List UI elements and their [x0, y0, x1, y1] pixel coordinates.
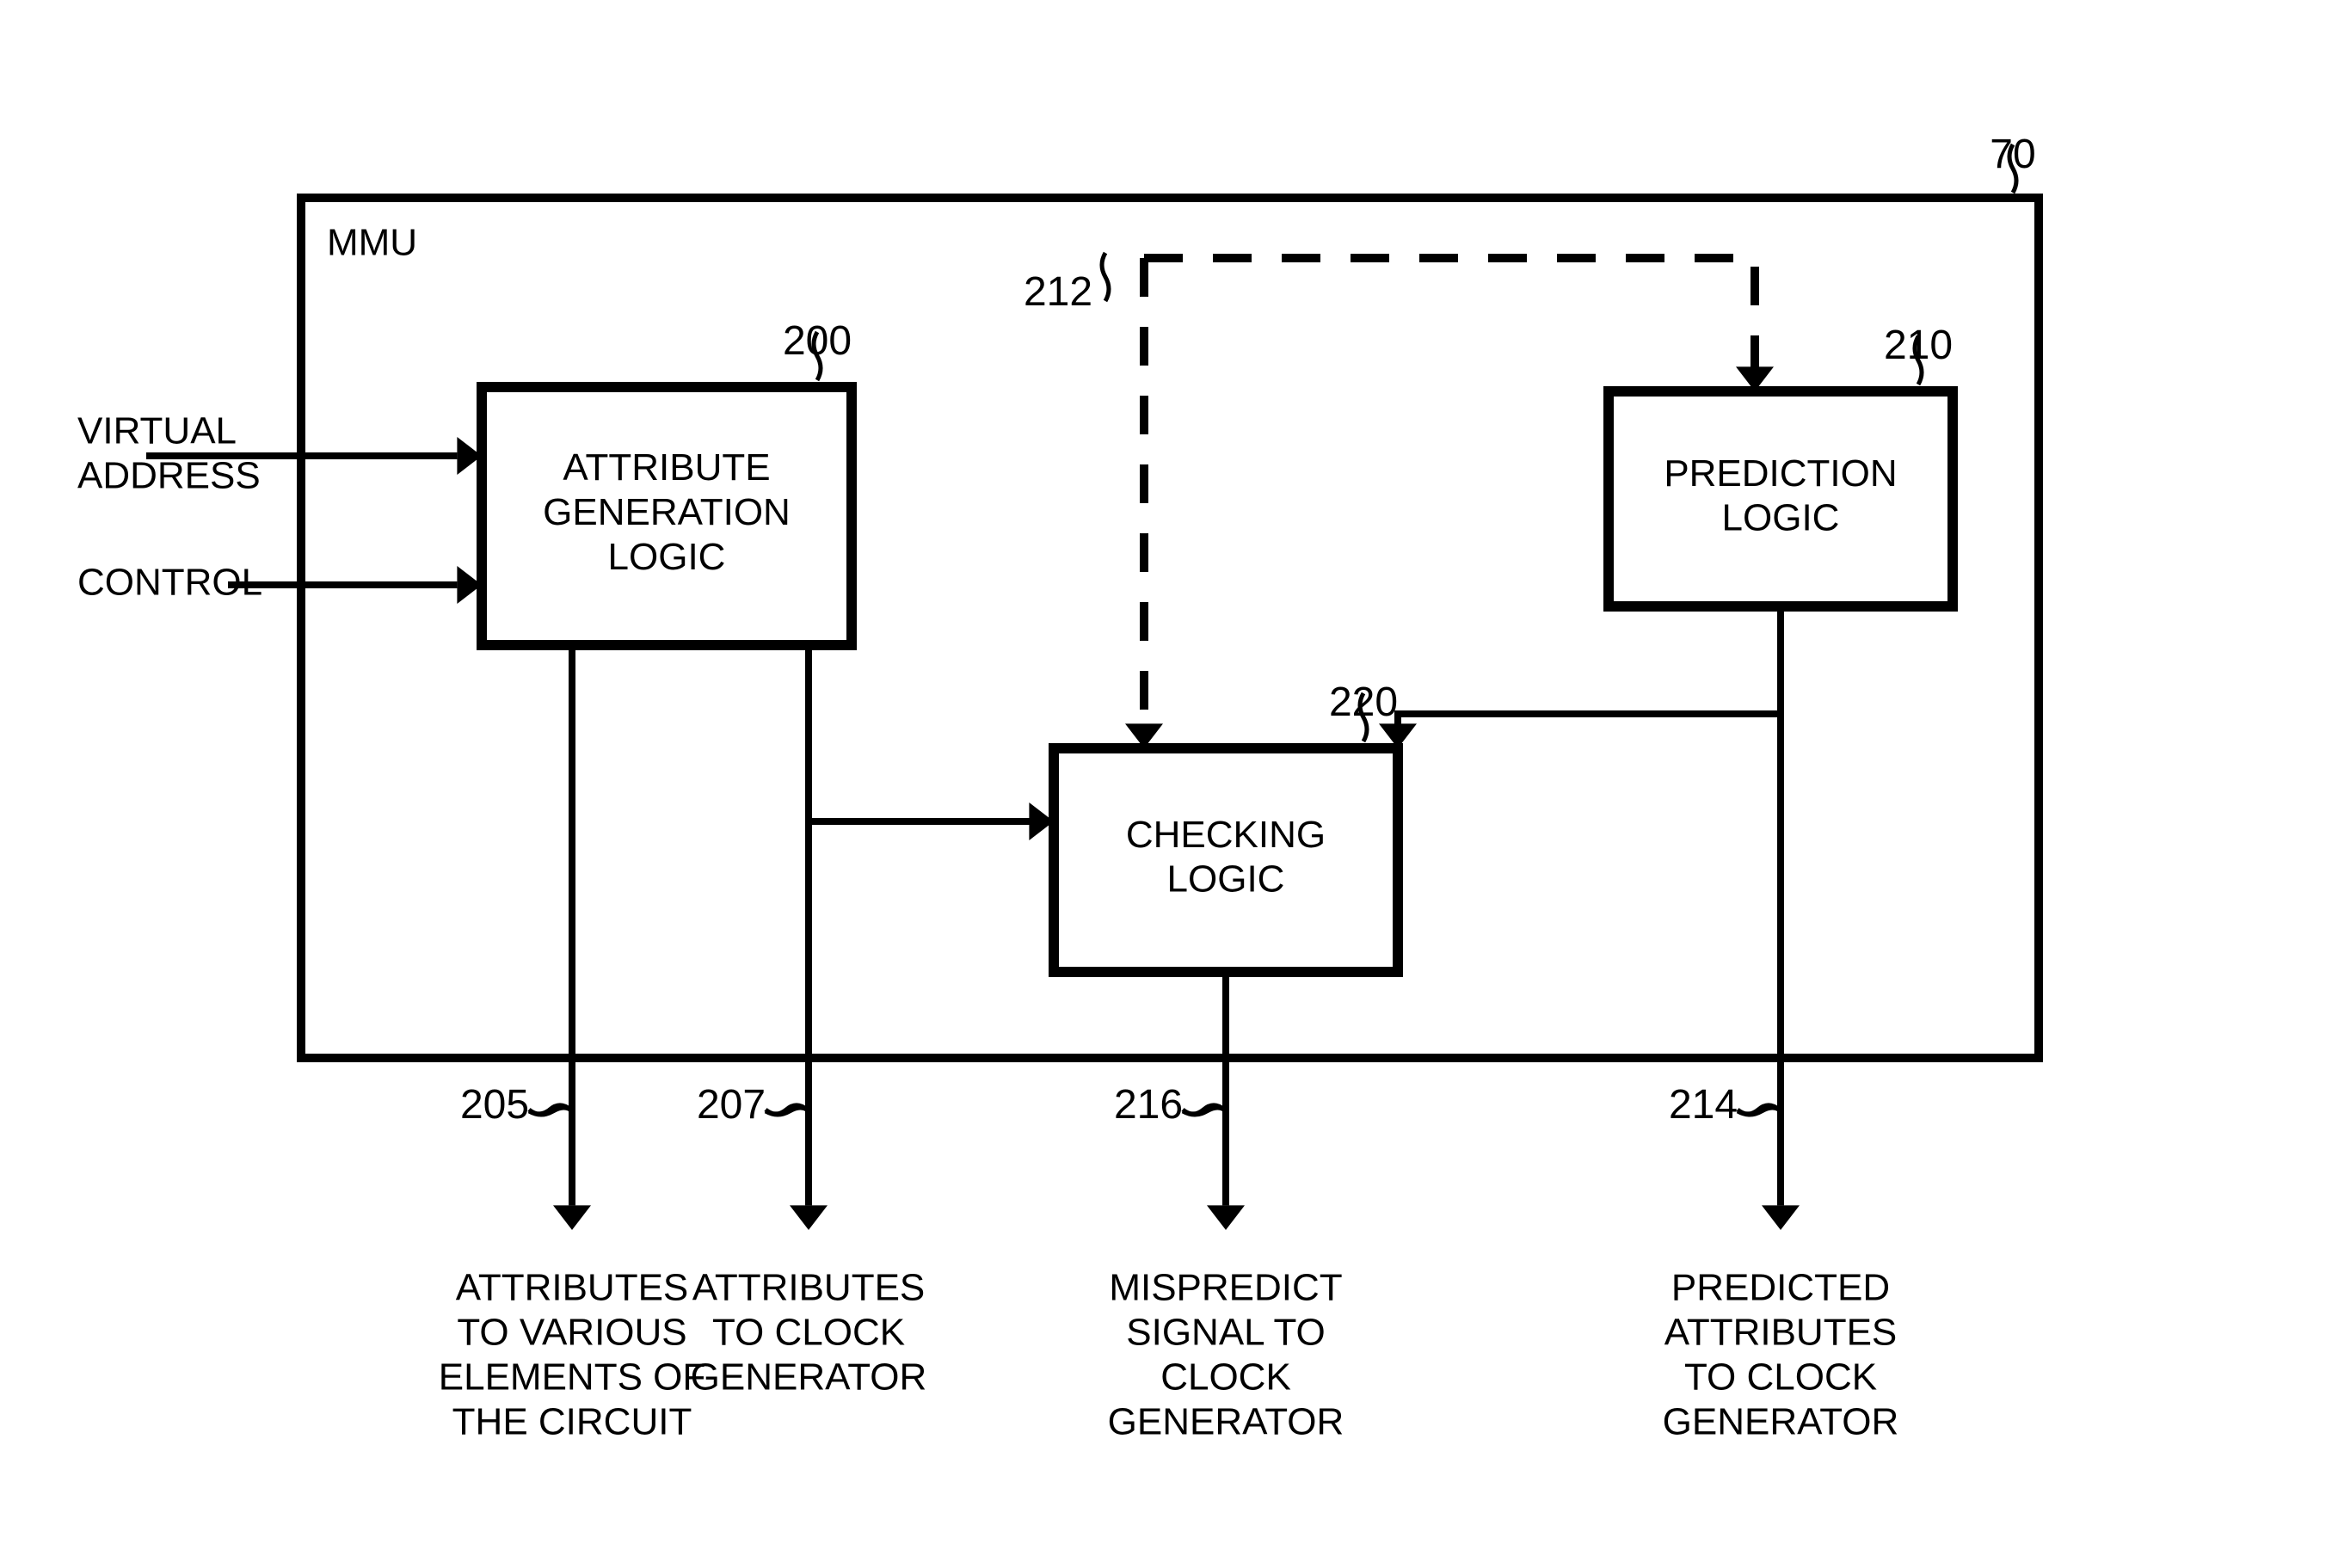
dashed-212-main: [1144, 258, 1755, 391]
svg-text:LOGIC: LOGIC: [1167, 858, 1285, 901]
svg-text:TO CLOCK: TO CLOCK: [712, 1312, 905, 1354]
svg-text:LOGIC: LOGIC: [608, 536, 726, 578]
svg-text:TO VARIOUS: TO VARIOUS: [457, 1312, 686, 1354]
svg-text:ATTRIBUTES: ATTRIBUTES: [456, 1267, 689, 1309]
svg-text:GENERATOR: GENERATOR: [1663, 1400, 1899, 1442]
checking-logic-label: CHECKINGLOGIC: [1126, 814, 1326, 901]
ref-207: 207: [697, 1082, 766, 1128]
ref-216: 216: [1114, 1082, 1183, 1128]
output-216-label: MISPREDICTSIGNAL TOCLOCKGENERATOR: [1108, 1267, 1344, 1443]
attribute-generation-logic-label: ATTRIBUTEGENERATIONLOGIC: [543, 446, 791, 578]
svg-text:GENERATOR: GENERATOR: [691, 1356, 927, 1398]
svg-text:ADDRESS: ADDRESS: [77, 455, 261, 497]
attr-to-checking-line: [809, 645, 1054, 821]
svg-text:MISPREDICT: MISPREDICT: [1109, 1267, 1342, 1309]
prediction-logic-label: PREDICTIONLOGIC: [1664, 452, 1897, 539]
output-214-label: PREDICTEDATTRIBUTESTO CLOCKGENERATOR: [1663, 1267, 1899, 1443]
svg-text:SIGNAL TO: SIGNAL TO: [1126, 1312, 1326, 1354]
svg-text:PREDICTION: PREDICTION: [1664, 452, 1897, 495]
ref-214: 214: [1669, 1082, 1738, 1128]
svg-text:ATTRIBUTES: ATTRIBUTES: [1664, 1312, 1898, 1354]
svg-text:LOGIC: LOGIC: [1722, 497, 1840, 539]
svg-text:ELEMENTS OF: ELEMENTS OF: [439, 1356, 706, 1398]
ref-212: 212: [1024, 269, 1092, 315]
ref-205: 205: [460, 1082, 529, 1128]
svg-text:CHECKING: CHECKING: [1126, 814, 1326, 856]
svg-text:TO CLOCK: TO CLOCK: [1684, 1356, 1877, 1398]
svg-text:ATTRIBUTE: ATTRIBUTE: [563, 446, 770, 489]
pred-to-checking-line: [1398, 606, 1781, 748]
svg-text:PREDICTED: PREDICTED: [1671, 1267, 1890, 1309]
svg-text:GENERATOR: GENERATOR: [1108, 1400, 1344, 1442]
svg-text:CONTROL: CONTROL: [77, 562, 262, 604]
control-input-label: CONTROL: [77, 562, 262, 604]
mmu-diagram: MMU70ATTRIBUTEGENERATIONLOGIC200PREDICTI…: [0, 0, 2332, 1568]
svg-text:GENERATION: GENERATION: [543, 491, 791, 533]
svg-text:ATTRIBUTES: ATTRIBUTES: [692, 1267, 926, 1309]
mmu-label: MMU: [327, 222, 417, 264]
output-207-label: ATTRIBUTESTO CLOCKGENERATOR: [691, 1267, 927, 1399]
output-205-label: ATTRIBUTESTO VARIOUSELEMENTS OFTHE CIRCU…: [439, 1267, 706, 1443]
svg-text:THE CIRCUIT: THE CIRCUIT: [452, 1400, 692, 1442]
svg-text:VIRTUAL: VIRTUAL: [77, 410, 237, 452]
svg-text:CLOCK: CLOCK: [1160, 1356, 1291, 1398]
